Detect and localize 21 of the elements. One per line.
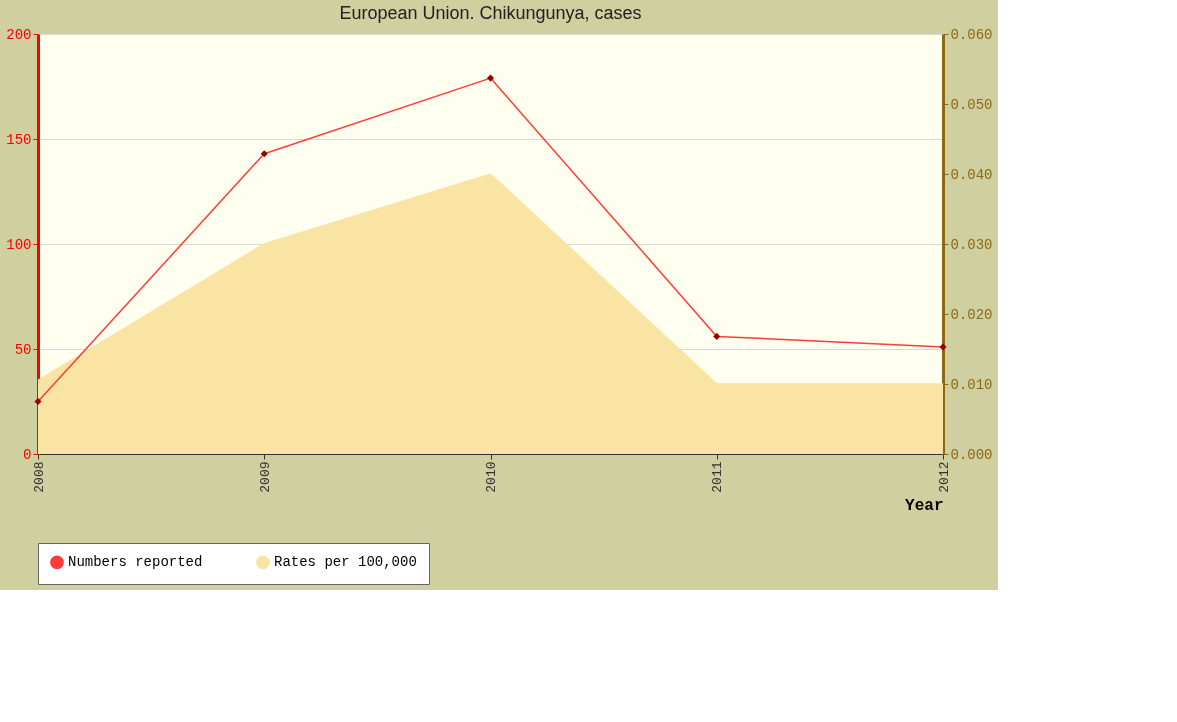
x-axis-title: Year	[905, 496, 944, 515]
x-tick-label: 2008	[31, 461, 47, 493]
y2-tick-label: 0.010	[950, 376, 993, 393]
y-tick-label: 150	[6, 131, 32, 148]
chart-title: European Union. Chikungunya, cases	[339, 3, 642, 23]
y2-tick-label: 0.030	[950, 236, 993, 253]
x-tick-label: 2010	[484, 461, 499, 493]
y2-tick-label: 0.050	[950, 96, 993, 113]
y2-tick-label: 0.000	[950, 446, 993, 463]
y2-tick-label: 0.020	[950, 306, 993, 323]
x-tick-label: 2011	[710, 461, 726, 493]
y-tick-label: 200	[6, 26, 32, 43]
y-tick-label: 100	[6, 236, 32, 253]
y-tick-label: 50	[14, 341, 32, 358]
legend-label: Numbers reported	[68, 554, 203, 571]
y-tick-label: 0	[23, 446, 32, 463]
x-tick-label: 2012	[936, 461, 952, 493]
legend-label: Rates per 100,000	[274, 554, 417, 571]
y2-tick-label: 0.040	[950, 166, 993, 183]
x-tick-label: 2009	[257, 461, 273, 493]
y2-tick-label: 0.060	[950, 26, 993, 43]
